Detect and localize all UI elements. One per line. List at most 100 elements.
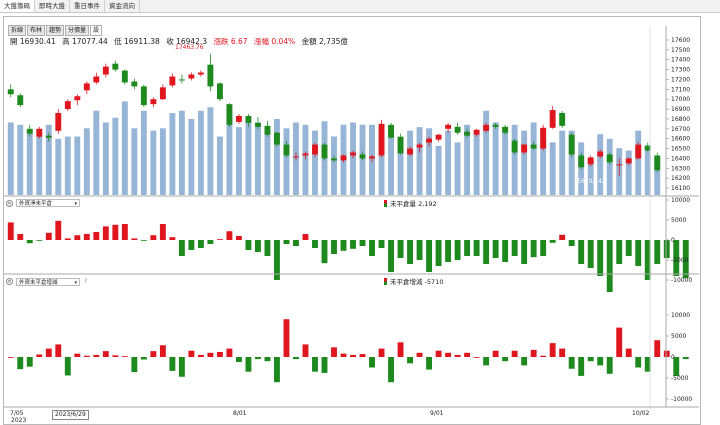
settings-button[interactable]: 設 (90, 25, 103, 36)
value-bar (302, 234, 309, 240)
value-bar (549, 240, 556, 243)
value-tick-label: -10000 (671, 396, 692, 403)
panel2-legend: 未平倉量 2,192 (384, 198, 437, 208)
candle-up (407, 148, 414, 155)
candle-up (83, 83, 90, 91)
value-bar (388, 357, 394, 383)
candle-down (492, 124, 499, 127)
tab-price-volume[interactable]: 分價量 (65, 25, 90, 36)
value-bar (502, 240, 509, 262)
value-bar (7, 357, 14, 358)
candle-up (549, 110, 556, 128)
value-bar (131, 238, 138, 240)
panel2-indicator-select[interactable]: 外資淨未平倉 ▾ (16, 199, 80, 207)
value-bar (635, 240, 642, 266)
tab-bollinger[interactable]: 布林 (27, 25, 46, 36)
value-bar (340, 240, 347, 251)
price-tick-label: 17100 (671, 86, 690, 93)
volume-bar (150, 130, 157, 195)
value-bar (93, 354, 100, 357)
tab-chip-summary[interactable]: 大盤籌碼 (0, 0, 35, 12)
value-tick-label: 5000 (671, 217, 686, 224)
price-tick-label: 16200 (671, 175, 690, 182)
volume-bar (549, 142, 556, 195)
candle-up (93, 76, 100, 83)
candle-down (654, 155, 661, 171)
volume-bar (625, 150, 632, 195)
tab-line[interactable]: 拆線 (8, 25, 27, 36)
volume-bar (169, 113, 176, 195)
candle-up (159, 87, 166, 100)
value-bar (17, 234, 24, 240)
candle-down (26, 128, 33, 134)
candle-down (502, 126, 509, 133)
value-bar (293, 240, 299, 246)
top-tab-bar: 大盤籌碼 即時大盤 重日事件 資金流向 (0, 0, 720, 13)
value-bar (321, 357, 328, 373)
value-bar (140, 357, 147, 360)
x-label-oct: 10/02 (632, 410, 649, 417)
volume-bar (568, 130, 575, 195)
candle-up (293, 156, 299, 158)
value-bar (635, 357, 642, 368)
volume-bar (245, 122, 252, 195)
value-bar (502, 357, 509, 362)
x-label-jul: 7/05 (10, 410, 24, 417)
volume-bar (83, 128, 90, 195)
volume-bar (36, 134, 43, 195)
tab-events[interactable]: 重日事件 (70, 0, 105, 12)
value-bar (197, 240, 204, 248)
value-bar (521, 240, 528, 264)
change-value: 漲跌 6.67 (213, 37, 248, 46)
candle-down (559, 113, 566, 126)
open-value: 開 16930.41 (10, 37, 56, 46)
high-annotation: 17463.76 (175, 44, 204, 51)
value-bar (188, 240, 195, 250)
value-bar (416, 352, 423, 357)
tab-fund-flow[interactable]: 資金流向 (105, 0, 140, 12)
cursor-date-box: 2023/6/29 (52, 410, 89, 420)
candle-up (150, 99, 157, 105)
value-bar (26, 240, 33, 244)
tab-trend[interactable]: 趨勢 (46, 25, 65, 36)
panel3-settings-icon[interactable]: ✕ (6, 278, 13, 285)
candle-down (7, 89, 14, 95)
value-bar (464, 240, 471, 256)
value-bar (511, 350, 518, 357)
value-bar (644, 357, 651, 372)
value-tick-label: 0 (671, 354, 675, 361)
value-bar (568, 240, 575, 246)
value-bar (540, 355, 547, 357)
panel2-settings-icon[interactable]: ✕ (6, 200, 13, 207)
volume-bar (302, 124, 309, 195)
candle-down (644, 145, 651, 151)
value-bar (93, 232, 100, 240)
candle-up (587, 157, 594, 165)
price-tick-label: 16300 (671, 165, 690, 172)
volume-bar (654, 157, 661, 195)
candle-up (188, 74, 195, 79)
volume-bar (350, 122, 356, 195)
volume-bar (112, 117, 119, 195)
panel3-indicator-select[interactable]: 外資未平倉增減 ▾ (16, 278, 80, 286)
value-tick-label: 10000 (671, 312, 690, 319)
candle-down (321, 144, 328, 159)
value-bar (492, 240, 499, 258)
help-icon[interactable]: ? (84, 278, 88, 285)
value-bar (407, 357, 414, 364)
value-bar (625, 348, 632, 357)
value-bar (644, 240, 651, 280)
candle-down (207, 64, 214, 87)
candle-down (178, 79, 185, 81)
volume-bar (416, 127, 423, 195)
value-bar (140, 240, 147, 241)
value-bar (283, 319, 290, 357)
value-bar (473, 357, 480, 358)
value-bar (83, 355, 90, 357)
value-bar (169, 357, 176, 371)
value-bar (197, 354, 204, 357)
tab-realtime-market[interactable]: 即時大盤 (35, 0, 70, 12)
volume-bar (64, 136, 71, 195)
candle-up (302, 153, 309, 156)
